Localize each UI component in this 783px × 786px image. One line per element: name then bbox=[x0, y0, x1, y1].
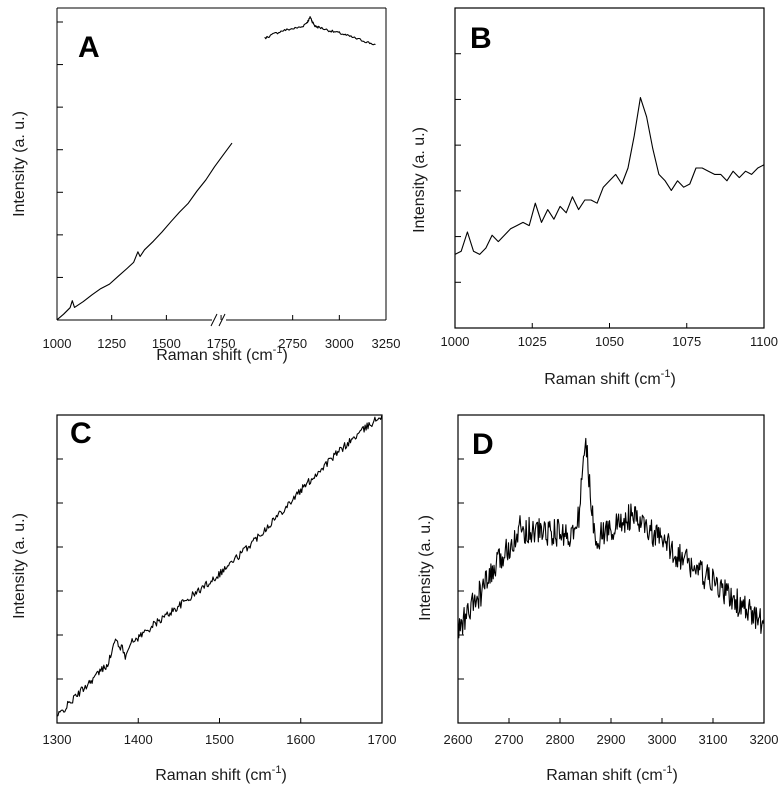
panel-d-x-tick-label: 2900 bbox=[597, 732, 626, 747]
panel-c-frame bbox=[56, 414, 383, 724]
panel-a-x-tick-label: 1000 bbox=[43, 336, 72, 351]
panel-b-xlabel: Raman shift (cm-1) bbox=[544, 368, 676, 388]
panel-b-x-ticks: 1000 1025 1050 1075 1100 bbox=[441, 323, 778, 349]
panel-d-x-tick-label: 3100 bbox=[699, 732, 728, 747]
panel-c-x-tick-label: 1700 bbox=[368, 732, 397, 747]
panel-a-x-tick-label: 1500 bbox=[152, 336, 181, 351]
panel-c-ylabel: Intensity (a. u.) bbox=[11, 513, 28, 619]
panel-c-x-tick-label: 1600 bbox=[286, 732, 315, 747]
panel-d-x-tick-label: 3200 bbox=[750, 732, 779, 747]
panel-a-xlabel: Raman shift (cm-1) bbox=[156, 344, 288, 364]
panel-c-x-tick-label: 1500 bbox=[205, 732, 234, 747]
panel-a-x-tick-label: 1750 bbox=[207, 336, 236, 351]
panel-d-trace bbox=[457, 437, 765, 639]
panel-d-x-tick-label: 2800 bbox=[546, 732, 575, 747]
panel-a-x-tick-label: 2750 bbox=[278, 336, 307, 351]
panel-a-trace-low bbox=[56, 142, 233, 321]
panel-b-y-ticks bbox=[455, 7, 461, 329]
panel-c-x-ticks: 1300 1400 1500 1600 1700 bbox=[43, 718, 397, 747]
panel-b-x-tick-label: 1025 bbox=[518, 334, 547, 349]
panel-a-x-tick-label: 1250 bbox=[97, 336, 126, 351]
panel-d-x-tick-label: 2600 bbox=[444, 732, 473, 747]
axis-break-mark bbox=[210, 313, 226, 327]
panel-b-trace bbox=[454, 97, 765, 255]
panel-letter-b: B bbox=[470, 22, 492, 55]
panel-d-x-tick-label: 3000 bbox=[648, 732, 677, 747]
panel-b: B 1000 1025 1050 1075 1100 Raman shift (cm-1… bbox=[411, 7, 778, 388]
panel-a-x-tick-label: 3250 bbox=[372, 336, 401, 351]
panel-letter-c: C bbox=[70, 417, 92, 450]
panel-c: C 1300 1400 1500 1600 1700 Raman shift (cm-1… bbox=[11, 414, 397, 784]
panel-c-xlabel: Raman shift (cm-1) bbox=[155, 764, 287, 784]
panel-a-ylabel: Intensity (a. u.) bbox=[11, 111, 28, 217]
panel-d-x-tick-label: 2700 bbox=[495, 732, 524, 747]
panel-b-ylabel: Intensity (a. u.) bbox=[411, 127, 428, 233]
panel-c-x-tick-label: 1300 bbox=[43, 732, 72, 747]
panel-d-xlabel: Raman shift (cm-1) bbox=[546, 764, 678, 784]
panel-b-x-tick-label: 1000 bbox=[441, 334, 470, 349]
panel-b-x-tick-label: 1075 bbox=[672, 334, 701, 349]
panel-a: A 1000 1250 1500 1750 2750 3000 3250 Raman shi… bbox=[11, 7, 401, 364]
panel-d-y-ticks bbox=[458, 414, 464, 724]
panel-a-trace-high bbox=[264, 16, 376, 46]
panel-letter-a: A bbox=[78, 31, 100, 64]
panel-c-x-tick-label: 1400 bbox=[124, 732, 153, 747]
panel-d-x-ticks: 2600 2700 2800 2900 3000 3100 3200 bbox=[444, 718, 779, 747]
panel-b-x-tick-label: 1100 bbox=[750, 334, 778, 349]
panel-d-frame bbox=[457, 414, 765, 724]
panel-a-x-ticks: 1000 1250 1500 1750 2750 3000 3250 bbox=[43, 315, 401, 351]
panel-a-x-tick-label: 3000 bbox=[325, 336, 354, 351]
panel-b-frame bbox=[454, 7, 765, 329]
panel-letter-d: D bbox=[472, 428, 494, 461]
panel-b-x-tick-label: 1050 bbox=[595, 334, 624, 349]
panel-c-trace bbox=[56, 415, 383, 717]
panel-c-y-ticks bbox=[57, 414, 63, 724]
panel-d-ylabel: Intensity (a. u.) bbox=[417, 515, 434, 621]
panel-a-y-ticks bbox=[57, 21, 63, 321]
panel-d: D 2600 2700 2800 2900 3000 3100 3200 Raman shi… bbox=[417, 414, 779, 784]
